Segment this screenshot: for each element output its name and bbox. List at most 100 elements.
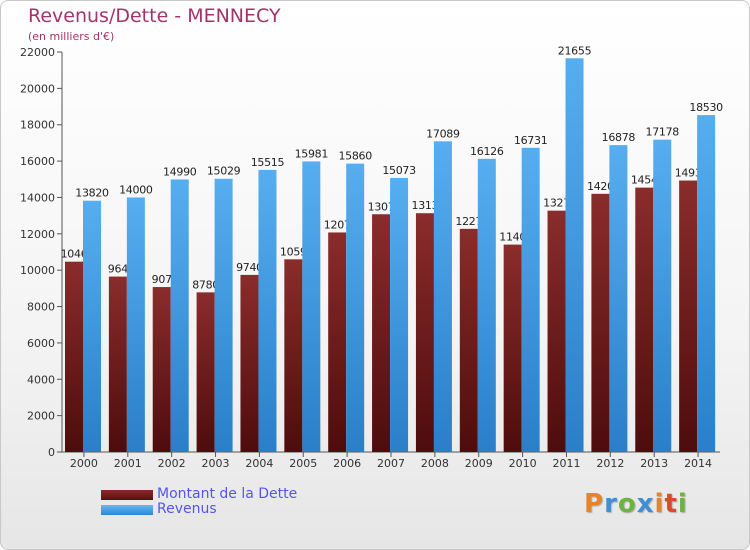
debt-bar	[284, 259, 303, 452]
x-tick-label: 2005	[289, 457, 317, 470]
revenue-bar	[477, 158, 496, 453]
y-tick-label: 6000	[27, 337, 55, 350]
revenue-value-label: 13820	[75, 187, 109, 200]
debt-value-label: 1313	[412, 199, 439, 212]
debt-value-label: 8780	[192, 278, 219, 291]
x-tick-label: 2001	[114, 457, 142, 470]
x-tick-label: 2012	[596, 457, 624, 470]
debt-value-label: 1420	[587, 180, 614, 193]
debt-value-label: 1059	[280, 245, 307, 258]
revenue-bar	[126, 197, 145, 452]
revenue-bar	[258, 169, 277, 452]
x-tick-label: 2002	[158, 457, 186, 470]
x-tick-label: 2007	[377, 457, 405, 470]
debt-bar	[459, 228, 478, 452]
debt-bar	[635, 187, 654, 453]
revenue-value-label: 15981	[295, 147, 329, 160]
x-tick-label: 2000	[70, 457, 98, 470]
revenue-value-label: 16731	[514, 134, 548, 147]
logo-letter: o	[617, 489, 637, 519]
debt-bar	[415, 213, 434, 452]
revenue-value-label: 17178	[646, 126, 680, 139]
debt-value-label: 907	[152, 273, 172, 286]
debt-value-label: 9740	[236, 261, 263, 274]
debt-value-label: 1046	[61, 248, 88, 261]
debt-bar	[240, 274, 259, 452]
debt-bar	[372, 214, 391, 452]
y-tick-label: 4000	[27, 373, 55, 386]
legend-label-revenue: Revenus	[157, 501, 217, 517]
revenue-bar	[609, 145, 628, 453]
revenue-bar	[83, 200, 101, 452]
proxiti-logo: Proxiti	[584, 489, 688, 519]
revenue-value-label: 14990	[163, 165, 197, 178]
y-tick-label: 16000	[20, 155, 55, 168]
logo-letter: x	[636, 489, 655, 519]
x-tick-label: 2014	[684, 457, 712, 470]
debt-bar	[591, 193, 610, 452]
revenue-bar	[653, 139, 672, 452]
revenue-value-label: 15860	[338, 150, 372, 163]
revenue-value-label: 15029	[207, 165, 241, 178]
revenue-value-label: 18530	[689, 101, 723, 114]
debt-bar	[65, 261, 83, 452]
logo-letter: i	[677, 489, 688, 519]
legend-swatch-revenue	[101, 505, 153, 515]
debt-bar	[547, 210, 566, 452]
revenue-value-label: 21655	[558, 44, 592, 57]
chart-subtitle: (en milliers d'€)	[28, 30, 115, 43]
logo-letter: i	[654, 489, 665, 519]
y-tick-label: 14000	[20, 191, 55, 204]
y-tick-label: 8000	[27, 301, 55, 314]
x-tick-label: 2009	[465, 457, 493, 470]
x-tick-label: 2003	[202, 457, 230, 470]
debt-value-label: 1227	[455, 215, 482, 228]
chart-title: Revenus/Dette - MENNECY	[28, 5, 281, 27]
revenue-bar	[346, 163, 365, 453]
revenue-value-label: 15515	[251, 156, 285, 169]
x-tick-label: 2013	[640, 457, 668, 470]
revenue-bar	[170, 179, 189, 453]
y-tick-label: 0	[48, 446, 55, 459]
revenue-bar	[565, 58, 584, 452]
x-tick-label: 2008	[421, 457, 449, 470]
y-tick-label: 20000	[20, 82, 55, 95]
revenue-bar	[390, 177, 409, 453]
y-tick-label: 22000	[20, 46, 55, 59]
revenue-bar	[521, 147, 540, 453]
y-tick-label: 12000	[20, 228, 55, 241]
revenue-bar	[433, 141, 452, 453]
x-tick-label: 2010	[509, 457, 537, 470]
logo-letter: r	[604, 489, 618, 519]
debt-value-label: 964	[108, 263, 128, 276]
legend-label-debt: Montant de la Dette	[157, 486, 298, 502]
logo-letter: t	[664, 489, 678, 519]
logo-letter: P	[584, 489, 605, 519]
debt-bar	[328, 232, 347, 452]
revenue-bar	[302, 161, 321, 452]
debt-bar	[503, 244, 522, 452]
debt-bar	[679, 180, 698, 452]
revenue-value-label: 15073	[382, 164, 416, 177]
revenue-value-label: 14000	[119, 183, 153, 196]
debt-value-label: 1327	[543, 197, 570, 210]
revenue-bar	[697, 115, 716, 452]
revenue-value-label: 16878	[602, 131, 636, 144]
x-tick-label: 2006	[333, 457, 361, 470]
revenue-bar	[214, 178, 233, 452]
revenue-value-label: 17089	[426, 127, 460, 140]
revenue-value-label: 16126	[470, 145, 504, 158]
debt-value-label: 1454	[631, 174, 658, 187]
legend-swatch-debt	[101, 490, 153, 500]
x-tick-label: 2011	[552, 457, 580, 470]
debt-value-label: 1493	[675, 167, 702, 180]
debt-bar	[108, 276, 127, 452]
debt-value-label: 1140	[499, 231, 526, 244]
debt-bar	[196, 292, 215, 452]
y-tick-label: 2000	[27, 410, 55, 423]
x-tick-label: 2004	[245, 457, 273, 470]
y-tick-label: 18000	[20, 119, 55, 132]
debt-value-label: 1307	[368, 200, 395, 213]
